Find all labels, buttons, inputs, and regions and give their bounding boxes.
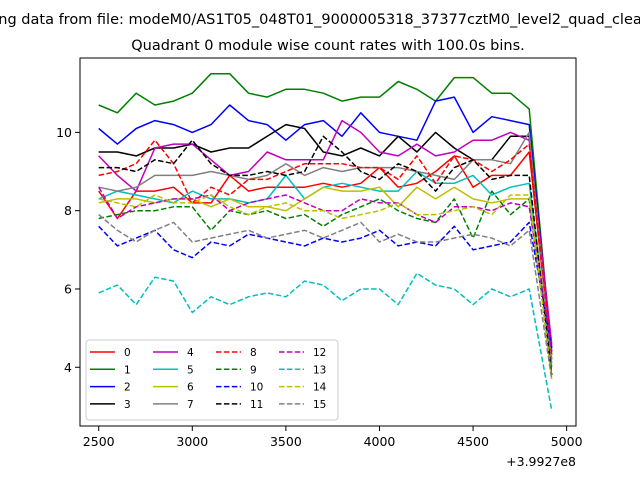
x-tick-label: 4000 (364, 434, 396, 449)
legend-label-11: 11 (250, 399, 263, 411)
y-tick-label: 6 (64, 281, 72, 296)
y-tick-label: 4 (64, 360, 72, 375)
series-10-line (98, 221, 553, 348)
legend-label-9: 9 (250, 364, 257, 376)
chart-title: Quadrant 0 module wise count rates with … (131, 38, 525, 54)
legend-label-12: 12 (313, 347, 326, 359)
series-2-line (98, 96, 553, 352)
legend-label-15: 15 (313, 399, 326, 411)
series-15-line (98, 214, 553, 380)
plot-frame (79, 57, 577, 427)
series-4-line (98, 119, 553, 344)
legend-label-2: 2 (124, 382, 131, 394)
legend-label-0: 0 (124, 347, 131, 359)
series-0-line (98, 151, 553, 360)
legend-label-5: 5 (187, 364, 194, 376)
series-9-line (98, 190, 553, 376)
legend-box (85, 339, 339, 421)
y-tick-label: 10 (56, 125, 72, 140)
legend-label-13: 13 (313, 364, 326, 376)
legend-label-10: 10 (250, 382, 263, 394)
figure-suptitle: Plotting data from file: modeM0/AS1T05_0… (0, 12, 640, 28)
legend-label-14: 14 (313, 382, 327, 394)
x-tick-label: 2500 (83, 434, 115, 449)
legend-label-1: 1 (124, 364, 131, 376)
legend-label-7: 7 (187, 399, 194, 411)
y-axis: 4 6 8 10 (56, 125, 80, 375)
legend-label-4: 4 (187, 347, 194, 359)
series-13-line (98, 272, 553, 411)
series-14-line (98, 194, 553, 380)
x-tick-label: 3500 (270, 434, 302, 449)
x-offset-label: +3.9927e8 (506, 454, 576, 469)
x-axis: 2500 3000 3500 4000 4500 5000 (83, 426, 583, 449)
x-tick-label: 4500 (457, 434, 489, 449)
series-layer (98, 72, 553, 411)
y-tick-label: 8 (64, 203, 72, 218)
legend-label-3: 3 (124, 399, 131, 411)
legend-label-8: 8 (250, 347, 257, 359)
x-tick-label: 5000 (551, 434, 583, 449)
series-11-line (98, 135, 553, 376)
x-tick-label: 3000 (176, 434, 208, 449)
legend-label-6: 6 (187, 382, 194, 394)
series-1-line (98, 72, 553, 356)
